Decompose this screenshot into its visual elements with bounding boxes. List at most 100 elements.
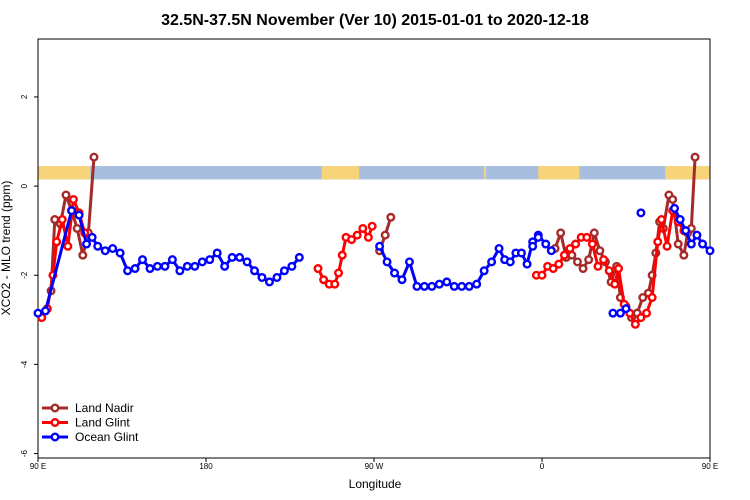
ocean-band: [38, 166, 710, 180]
x-tick-label: 90 E: [30, 462, 46, 471]
data-point: [434, 279, 444, 289]
data-point: [604, 266, 614, 276]
data-point: [67, 206, 77, 216]
data-point: [167, 255, 177, 265]
data-point: [138, 255, 148, 265]
series-land-glint: [37, 194, 689, 329]
data-point: [33, 308, 43, 318]
data-point: [272, 272, 282, 282]
data-point: [375, 241, 385, 251]
data-point: [686, 239, 696, 249]
data-point: [212, 248, 222, 258]
legend-marker: [50, 418, 60, 428]
x-tick-label: 90 E: [702, 462, 718, 471]
data-point: [235, 252, 245, 262]
data-point: [572, 257, 582, 267]
data-point: [382, 257, 392, 267]
data-point: [690, 152, 700, 162]
data-point: [653, 237, 663, 247]
data-point: [457, 281, 467, 291]
data-point: [182, 261, 192, 271]
data-point: [670, 203, 680, 213]
data-point: [190, 261, 200, 271]
data-point: [698, 239, 708, 249]
data-point: [68, 194, 78, 204]
series-ocean-glint: [33, 203, 715, 318]
chart-title: 32.5N-37.5N November (Ver 10) 2015-01-01…: [161, 12, 589, 29]
data-point: [464, 281, 474, 291]
data-point: [679, 250, 689, 260]
data-point: [404, 257, 414, 267]
data-point: [197, 257, 207, 267]
data-point: [52, 237, 62, 247]
data-point: [593, 261, 603, 271]
data-point: [608, 308, 618, 318]
data-point: [115, 248, 125, 258]
data-point: [130, 264, 140, 274]
data-point: [582, 232, 592, 242]
data-point: [662, 241, 672, 251]
y-tick-label: -6: [20, 449, 29, 457]
y-tick-label: -4: [20, 360, 29, 368]
series-line: [37, 209, 301, 315]
data-point: [614, 264, 624, 274]
data-point: [533, 232, 543, 242]
land-band-segment: [321, 166, 360, 180]
data-point: [100, 246, 110, 256]
data-point: [656, 215, 666, 225]
data-point: [74, 210, 84, 220]
data-point: [642, 308, 652, 318]
data-point: [89, 152, 99, 162]
data-point: [516, 248, 526, 258]
land-band-segment: [38, 166, 91, 180]
data-point: [279, 266, 289, 276]
data-point: [313, 264, 323, 274]
data-point: [522, 259, 532, 269]
data-point: [397, 275, 407, 285]
x-axis-label: Longitude: [349, 477, 402, 491]
data-point: [380, 230, 390, 240]
legend-marker: [50, 432, 60, 442]
data-point: [681, 226, 691, 236]
data-point: [287, 261, 297, 271]
series-line: [553, 157, 697, 320]
data-point: [175, 266, 185, 276]
data-point: [57, 215, 67, 225]
data-point: [63, 241, 73, 251]
data-point: [123, 266, 133, 276]
data-point: [205, 255, 215, 265]
data-point: [386, 212, 396, 222]
x-tick-label: 0: [540, 462, 545, 471]
y-tick-label: 0: [20, 183, 29, 188]
data-point: [675, 215, 685, 225]
data-point: [427, 281, 437, 291]
series-line: [536, 209, 686, 326]
data-point: [565, 243, 575, 253]
x-tick-label: 180: [199, 462, 213, 471]
land-band-segment: [665, 166, 710, 180]
data-point: [610, 279, 620, 289]
data-point: [442, 277, 452, 287]
data-point: [636, 313, 646, 323]
data-point: [599, 255, 609, 265]
data-point: [264, 277, 274, 287]
y-tick-label: 2: [20, 94, 29, 99]
data-point: [636, 208, 646, 218]
x-tick-label: 90 W: [365, 462, 384, 471]
data-point: [705, 246, 715, 256]
data-point: [87, 232, 97, 242]
data-point: [487, 257, 497, 267]
legend-label: Land Nadir: [75, 401, 134, 415]
data-point: [630, 319, 640, 329]
data-point: [587, 239, 597, 249]
data-point: [257, 272, 267, 282]
data-point: [584, 255, 594, 265]
data-point: [334, 268, 344, 278]
data-point: [145, 264, 155, 274]
data-point: [347, 235, 357, 245]
y-axis-label: XCO2 - MLO trend (ppm): [0, 181, 13, 316]
data-point: [668, 194, 678, 204]
data-point: [638, 293, 648, 303]
data-point: [82, 239, 92, 249]
